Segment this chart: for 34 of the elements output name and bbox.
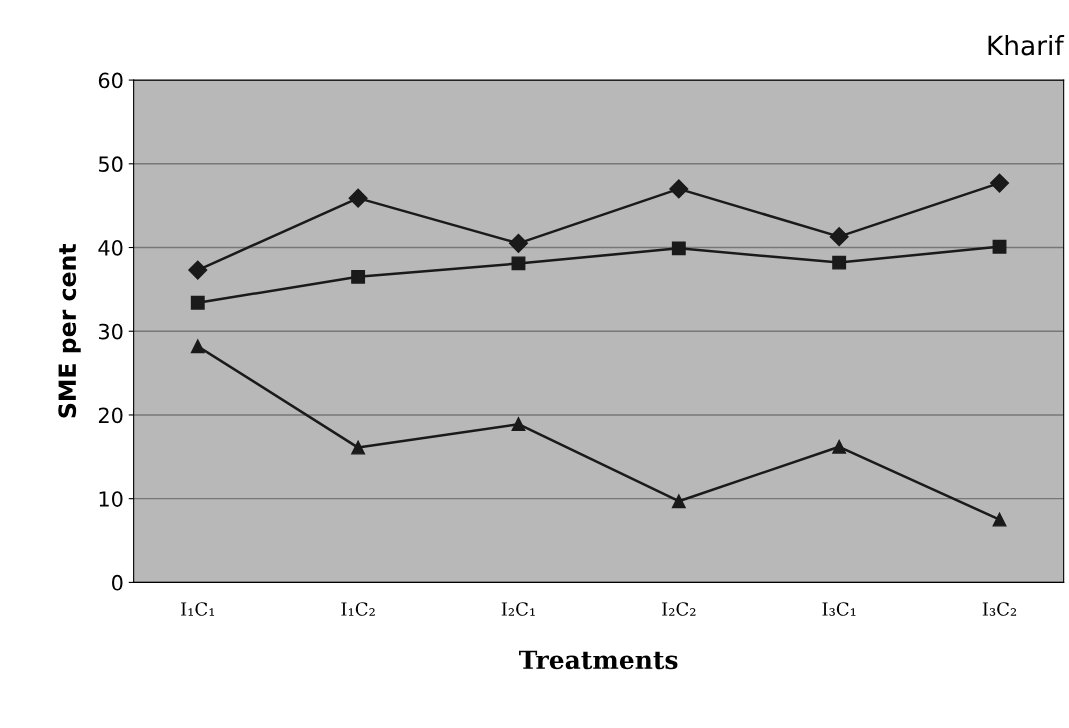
y-tick-label: 20 — [98, 407, 123, 424]
x-tick-label: I₂C₂ — [662, 602, 696, 616]
point — [989, 173, 1010, 193]
point — [190, 339, 205, 354]
point — [511, 256, 526, 271]
point — [992, 512, 1007, 527]
y-tick-label: 40 — [98, 239, 123, 256]
point — [351, 269, 366, 284]
chart-title: Kharif — [988, 35, 1065, 56]
point — [190, 295, 205, 310]
point — [348, 188, 368, 208]
x-tick-label: I₁C₂ — [341, 602, 375, 616]
x-tick-label: I₃C₂ — [982, 602, 1017, 616]
point — [351, 440, 366, 455]
point — [671, 241, 686, 256]
y-tick-label: 30 — [98, 323, 123, 340]
y-tick-label: 10 — [99, 491, 123, 507]
point — [671, 494, 686, 509]
point — [832, 439, 847, 454]
point — [188, 260, 208, 280]
point — [992, 239, 1007, 254]
y-axis-title: SME per cent — [58, 243, 81, 418]
y-tick-label: 50 — [99, 156, 123, 173]
y-tick-label: 0 — [112, 574, 123, 591]
point — [511, 417, 526, 432]
x-tick-label: I₂C₁ — [501, 602, 535, 616]
point — [832, 255, 847, 270]
x-tick-label: I₃C₁ — [822, 602, 856, 616]
point — [829, 227, 849, 247]
y-tick-label: 60 — [98, 72, 123, 89]
x-tick-label: I₁C₁ — [181, 602, 215, 616]
point — [508, 233, 528, 253]
x-axis-title: Treatments — [519, 650, 678, 670]
point — [669, 179, 689, 199]
